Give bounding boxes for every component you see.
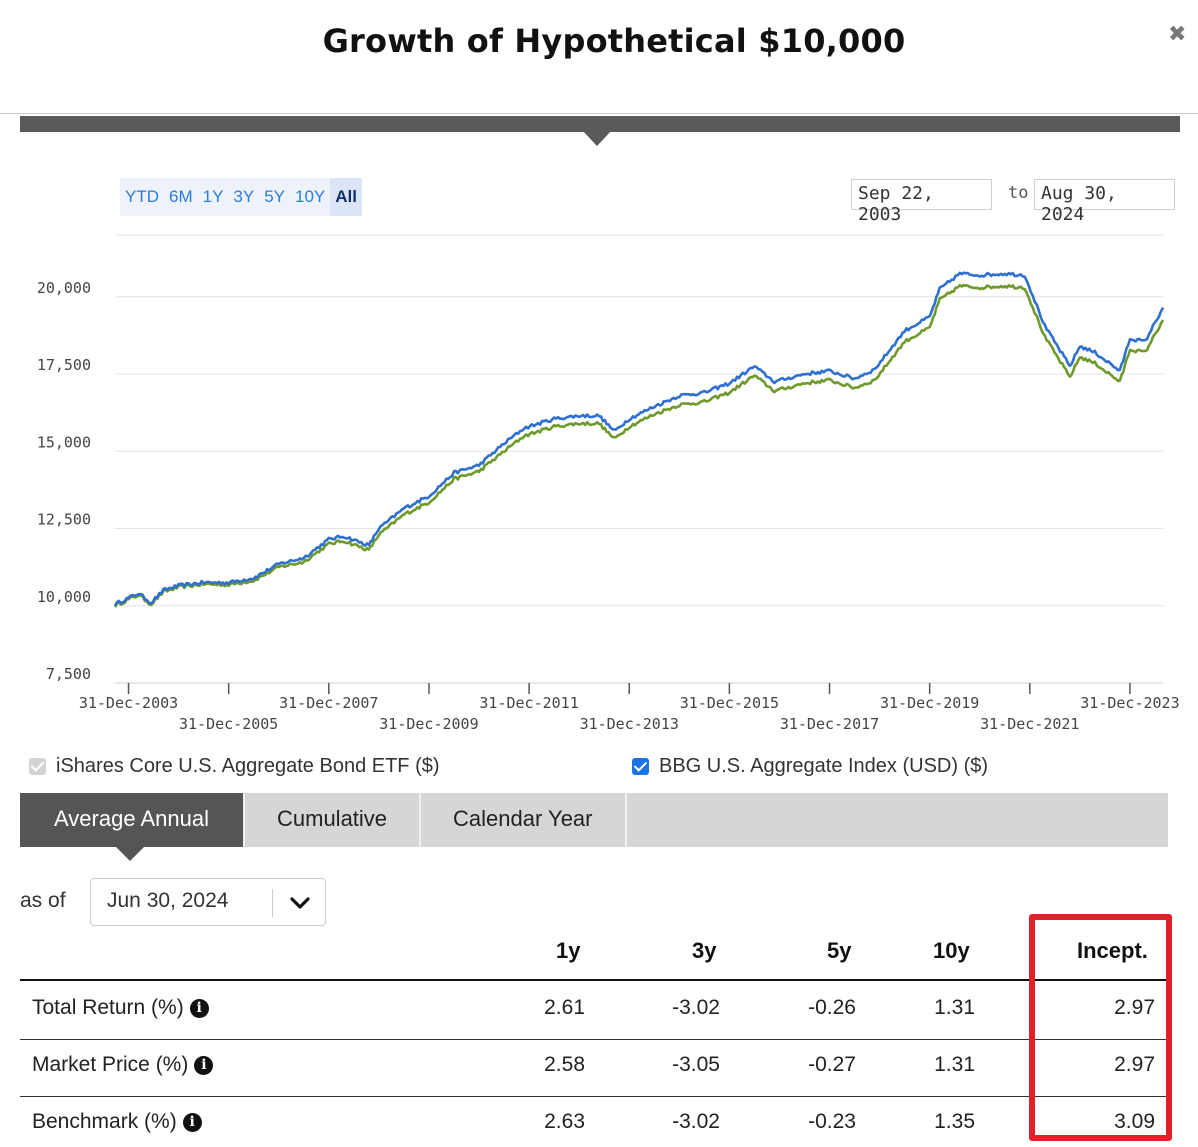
- x-tick-label: 31-Dec-2015: [680, 694, 779, 712]
- x-tick-label: 31-Dec-2005: [179, 715, 278, 733]
- info-icon[interactable]: i: [194, 1055, 214, 1075]
- row-label-text: Market Price (%): [32, 1053, 189, 1076]
- y-tick-label: 12,500: [37, 511, 91, 529]
- benchmark-3y: -3.02: [672, 1110, 720, 1133]
- benchmark-checkbox[interactable]: [632, 758, 649, 775]
- tab-cumulative[interactable]: Cumulative: [245, 793, 422, 847]
- column-header-3y: 3y: [692, 938, 717, 963]
- row-label-total-return: Total Return (%) i: [32, 996, 209, 1020]
- column-header-10y: 10y: [933, 938, 970, 963]
- as-of-date-select[interactable]: Jun 30, 2024: [90, 878, 326, 926]
- date-range-to-label: to: [1008, 183, 1029, 203]
- x-tick-label: 31-Dec-2013: [580, 715, 679, 733]
- range-button-5y[interactable]: 5Y: [264, 187, 286, 206]
- x-tick-label: 31-Dec-2021: [980, 715, 1079, 733]
- x-tick-label: 31-Dec-2009: [379, 715, 478, 733]
- info-icon[interactable]: i: [182, 1112, 202, 1132]
- header-bar-pointer: [582, 130, 612, 146]
- page-title: Growth of Hypothetical $10,000: [322, 22, 906, 60]
- market-price-1y: 2.58: [544, 1053, 585, 1076]
- column-header-1y: 1y: [556, 938, 581, 963]
- end-date-input[interactable]: Aug 30, 2024: [1034, 179, 1175, 225]
- header-bar: [20, 116, 1180, 132]
- y-tick-label: 10,000: [37, 588, 91, 606]
- total-return-5y: -0.26: [808, 996, 856, 1019]
- legend-label-benchmark: BBG U.S. Aggregate Index (USD) ($): [659, 755, 989, 777]
- y-tick-label: 15,000: [37, 433, 91, 451]
- as-of-date-value: Jun 30, 2024: [107, 889, 229, 912]
- x-tick-label: 31-Dec-2003: [79, 694, 178, 712]
- series-line-fund: [113, 283, 1165, 608]
- range-button-ytd[interactable]: YTD: [125, 187, 159, 206]
- active-tab-pointer: [116, 847, 144, 861]
- market-price-10y: 1.31: [934, 1053, 975, 1076]
- total-return-inception: 2.97: [1114, 996, 1155, 1019]
- growth-chart: 7,500 10,000 12,500 15,000 17,500 20,000 31-De…: [37, 234, 1180, 733]
- range-button-6m[interactable]: 6M: [169, 187, 193, 206]
- close-icon[interactable]: ✖: [1168, 22, 1187, 47]
- y-tick-label: 20,000: [37, 279, 91, 297]
- row-label-market-price: Market Price (%) i: [32, 1053, 214, 1077]
- divider: [0, 113, 1198, 114]
- range-selector: YTD 6M 1Y 3Y 5Y 10Y All: [120, 178, 362, 216]
- as-of-label: as of: [20, 889, 66, 912]
- market-price-inception: 2.97: [1114, 1053, 1155, 1076]
- x-tick-label: 31-Dec-2011: [479, 694, 578, 712]
- total-return-3y: -3.02: [672, 996, 720, 1019]
- row-label-text: Benchmark (%): [32, 1110, 177, 1133]
- fund-checkbox[interactable]: [29, 758, 46, 775]
- y-tick-label: 17,500: [37, 356, 91, 374]
- series-line-benchmark: [113, 271, 1165, 607]
- legend-item-benchmark[interactable]: BBG U.S. Aggregate Index (USD) ($): [632, 755, 988, 778]
- column-header-5y: 5y: [827, 938, 852, 963]
- chevron-down-icon: [290, 897, 310, 909]
- benchmark-inception: 3.09: [1114, 1110, 1155, 1133]
- x-tick-label: 31-Dec-2019: [880, 694, 979, 712]
- x-tick-label: 31-Dec-2007: [279, 694, 378, 712]
- range-button-1y[interactable]: 1Y: [202, 187, 224, 206]
- benchmark-10y: 1.35: [934, 1110, 975, 1133]
- select-divider: [272, 889, 273, 917]
- legend-label-fund: iShares Core U.S. Aggregate Bond ETF ($): [56, 755, 440, 777]
- market-price-3y: -3.05: [672, 1053, 720, 1076]
- total-return-1y: 2.61: [544, 996, 585, 1019]
- tab-average-annual[interactable]: Average Annual: [20, 793, 245, 847]
- table-row-divider: [20, 1096, 1168, 1097]
- range-button-all[interactable]: All: [330, 178, 362, 216]
- range-button-10y[interactable]: 10Y: [295, 187, 326, 206]
- start-date-input[interactable]: Sep 22, 2003: [851, 179, 992, 225]
- x-tick-label: 31-Dec-2017: [780, 715, 879, 733]
- row-label-benchmark: Benchmark (%) i: [32, 1110, 202, 1134]
- market-price-5y: -0.27: [808, 1053, 856, 1076]
- y-tick-label: 7,500: [46, 665, 91, 683]
- tab-calendar-year[interactable]: Calendar Year: [421, 793, 627, 847]
- benchmark-5y: -0.23: [808, 1110, 856, 1133]
- table-row-divider: [20, 1039, 1168, 1040]
- column-header-inception: Incept.: [1077, 938, 1148, 963]
- info-icon[interactable]: i: [189, 998, 209, 1018]
- x-tick-label: 31-Dec-2023: [1080, 694, 1179, 712]
- benchmark-1y: 2.63: [544, 1110, 585, 1133]
- range-button-3y[interactable]: 3Y: [233, 187, 255, 206]
- performance-tabs: Average Annual Cumulative Calendar Year: [20, 793, 1168, 847]
- row-label-text: Total Return (%): [32, 996, 184, 1019]
- total-return-10y: 1.31: [934, 996, 975, 1019]
- legend-item-fund[interactable]: iShares Core U.S. Aggregate Bond ETF ($): [29, 755, 440, 778]
- table-header-rule: [20, 979, 1168, 981]
